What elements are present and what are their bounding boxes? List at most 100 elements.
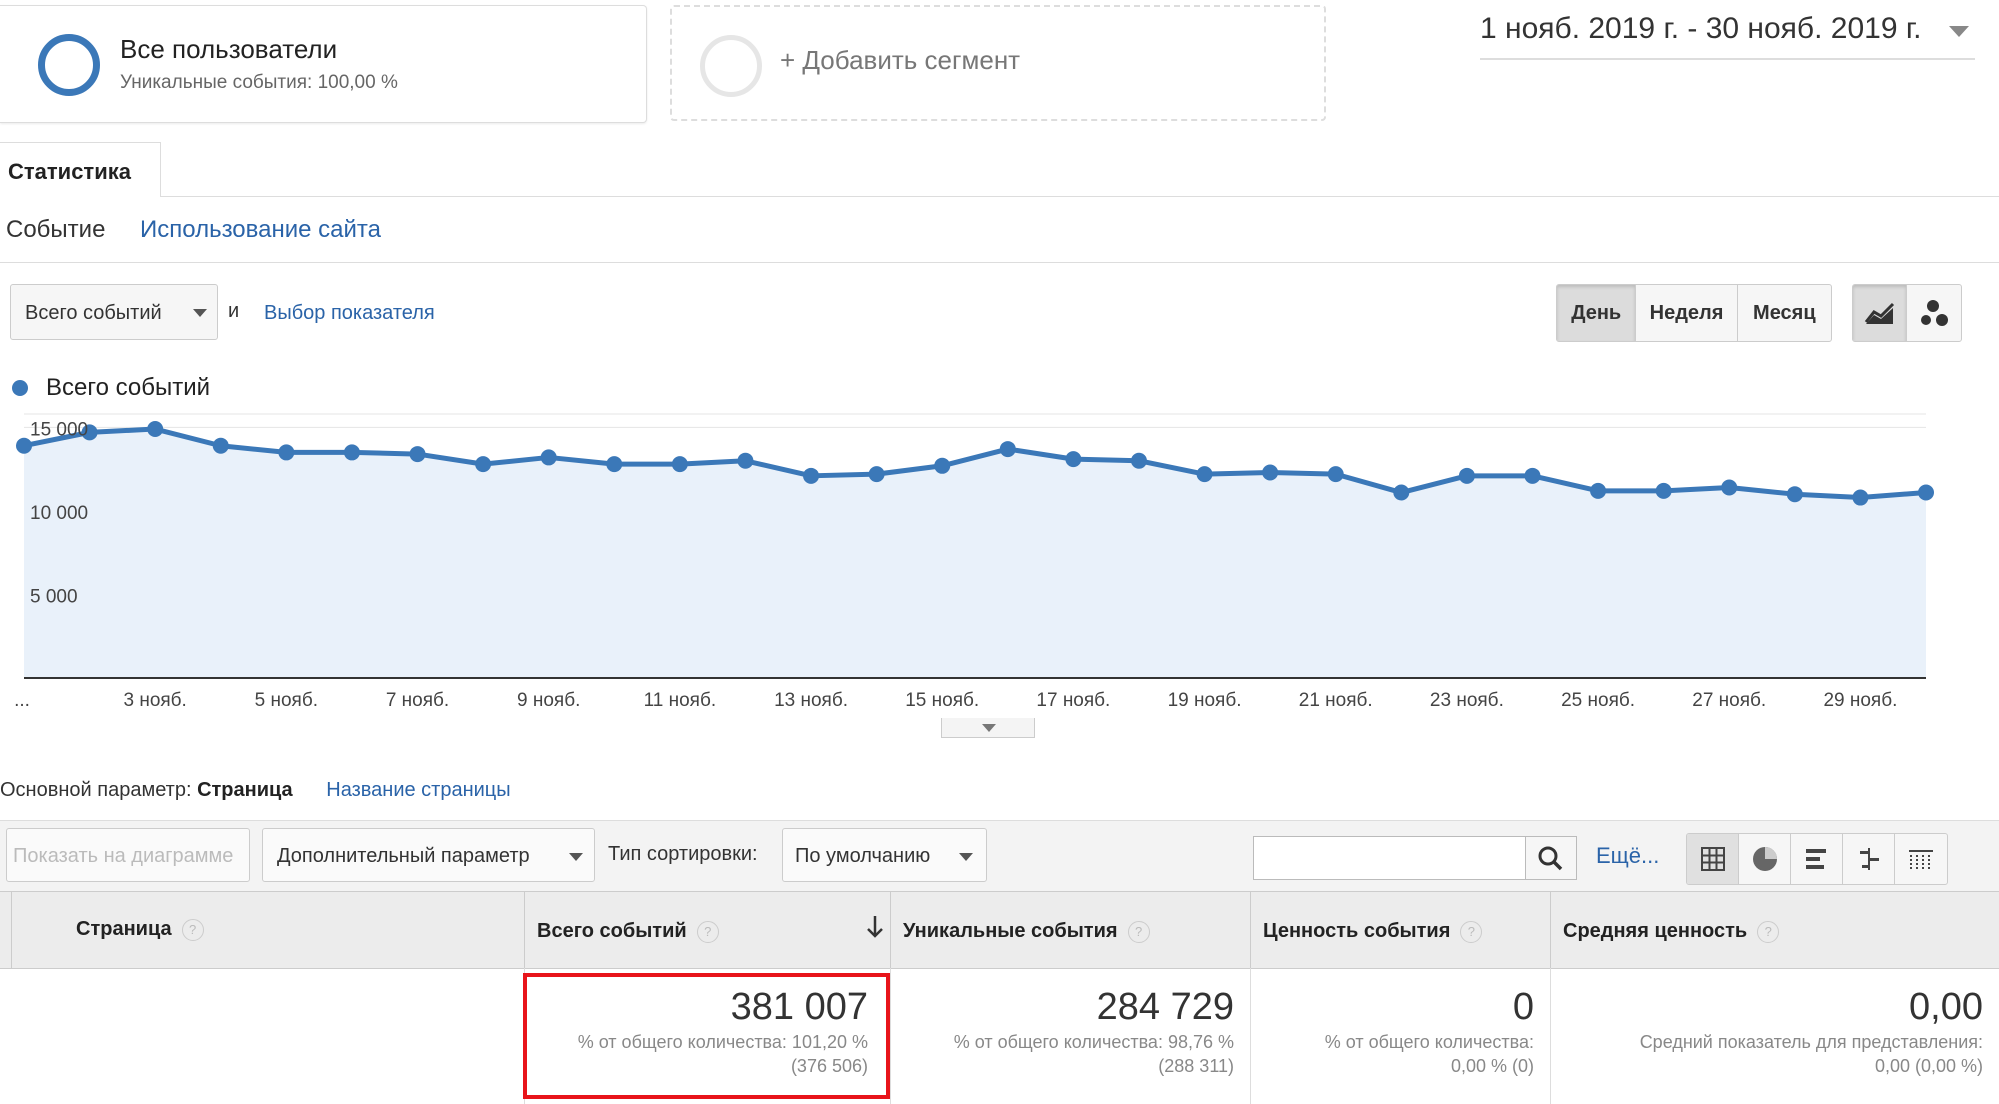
data-point <box>81 424 98 441</box>
tab-divider <box>160 196 1999 197</box>
data-point <box>1721 479 1738 496</box>
dimension-page[interactable]: Страница <box>197 779 293 801</box>
column-header-total-events[interactable]: Всего событий? <box>524 892 890 968</box>
legend-marker <box>12 380 28 396</box>
help-icon[interactable]: ? <box>1127 920 1150 943</box>
data-point <box>278 444 295 461</box>
help-icon[interactable]: ? <box>696 920 719 943</box>
header-label: Всего событий <box>537 920 687 942</box>
metric-select[interactable]: Всего событий <box>10 284 218 340</box>
x-tick-label: 17 нояб. <box>1036 690 1110 711</box>
pie-chart-icon <box>1752 847 1777 871</box>
date-range-picker[interactable]: 1 нояб. 2019 г. - 30 нояб. 2019 г. <box>1480 10 1975 60</box>
bar-view-button[interactable] <box>1791 834 1843 884</box>
totals-total-events: 381 007 % от общего количества: 101,20 %… <box>524 968 890 1104</box>
data-point <box>1130 452 1147 469</box>
data-point <box>475 456 492 473</box>
motion-chart-button[interactable] <box>1907 285 1961 341</box>
help-icon[interactable]: ? <box>181 918 204 941</box>
grid-icon <box>1700 847 1725 871</box>
total-absolute-line: (376 506) <box>790 1056 868 1076</box>
data-point <box>1196 466 1213 483</box>
pivot-icon <box>1909 850 1933 869</box>
period-day-button[interactable]: День <box>1557 285 1637 341</box>
chevron-down-icon <box>569 853 583 861</box>
column-header-event-value[interactable]: Ценность события? <box>1250 892 1550 968</box>
y-tick-label: 10 000 <box>30 503 88 524</box>
totals-event-value: 0 % от общего количества: 0,00 % (0) <box>1250 968 1550 1104</box>
comparison-icon <box>1859 848 1879 870</box>
series-area <box>24 429 1926 678</box>
data-point <box>147 421 164 438</box>
segment-title: Все пользователи <box>120 34 338 64</box>
total-percent-line: % от общего количества: 98,76 % <box>953 1032 1234 1052</box>
subtab-site-usage[interactable]: Использование сайта <box>140 216 381 243</box>
x-tick-label: 23 нояб. <box>1430 690 1504 711</box>
dimension-page-title-link[interactable]: Название страницы <box>326 779 511 801</box>
add-segment-label: + Добавить сегмент <box>780 45 1021 75</box>
total-percent: Средний показатель для представления: 0,0… <box>1640 1030 1983 1078</box>
line-chart-button[interactable] <box>1853 285 1908 341</box>
totals-avg-value: 0,00 Средний показатель для представлени… <box>1550 968 1999 1104</box>
add-segment-button[interactable]: + Добавить сегмент <box>670 5 1326 121</box>
plot-rows-button[interactable]: Показать на диаграмме <box>6 828 250 882</box>
total-absolute-line: (288 311) <box>1158 1056 1234 1076</box>
sort-type-label: Тип сортировки: <box>608 843 758 865</box>
total-percent: % от общего количества: 101,20 % (376 506… <box>578 1030 868 1078</box>
data-point <box>868 466 885 483</box>
search-icon <box>1538 846 1563 871</box>
table-search-input[interactable] <box>1253 836 1529 880</box>
select-all-checkbox[interactable] <box>0 892 12 968</box>
data-point <box>737 452 754 469</box>
period-month-button[interactable]: Месяц <box>1753 301 1816 324</box>
x-tick-label: 21 нояб. <box>1299 690 1373 711</box>
bar-chart-icon <box>1805 849 1826 869</box>
chevron-down-icon <box>193 309 207 317</box>
column-header-avg-value[interactable]: Средняя ценность? <box>1550 892 1999 968</box>
secondary-dimension-select[interactable]: Дополнительный параметр <box>262 828 595 882</box>
pivot-view-button[interactable] <box>1895 834 1947 884</box>
comparison-view-button[interactable] <box>1843 834 1895 884</box>
table-view-button[interactable] <box>1687 834 1739 884</box>
table-totals-row: 381 007 % от общего количества: 101,20 %… <box>0 968 1999 1104</box>
search-button[interactable] <box>1525 836 1577 880</box>
tab-label: Статистика <box>8 159 131 184</box>
header-label: Уникальные события <box>903 920 1118 942</box>
total-absolute-line: 0,00 % (0) <box>1450 1056 1534 1076</box>
plot-rows-label: Показать на диаграмме <box>13 845 234 867</box>
column-header-unique-events[interactable]: Уникальные события? <box>890 892 1250 968</box>
x-tick-label: 19 нояб. <box>1168 690 1242 711</box>
segment-all-users[interactable]: Все пользователи Уникальные события: 100… <box>0 5 647 123</box>
pick-metric-link[interactable]: Выбор показателя <box>264 302 435 324</box>
data-point <box>1458 467 1475 484</box>
tab-statistics[interactable]: Статистика <box>0 142 161 197</box>
help-icon[interactable]: ? <box>1460 920 1483 943</box>
total-value: 381 007 <box>730 986 868 1028</box>
table-view-toggle <box>1686 833 1948 885</box>
help-icon[interactable]: ? <box>1757 920 1780 943</box>
date-range-text: 1 нояб. 2019 г. - 30 нояб. 2019 г. <box>1480 12 1922 45</box>
pie-view-button[interactable] <box>1739 834 1791 884</box>
x-tick-label: ... <box>14 690 30 711</box>
x-tick-label: 5 нояб. <box>255 690 318 711</box>
total-absolute-line: 0,00 (0,00 %) <box>1874 1056 1983 1076</box>
subtab-event: Событие <box>6 216 106 243</box>
sort-type-value: По умолчанию <box>795 845 931 867</box>
column-header-page[interactable]: Страница? <box>12 892 524 968</box>
data-point <box>934 457 951 474</box>
data-point <box>606 456 623 473</box>
total-value: 284 729 <box>1096 986 1234 1028</box>
total-percent-line: % от общего количества: 101,20 % <box>577 1032 868 1052</box>
data-point <box>1852 489 1869 506</box>
data-point <box>999 441 1016 458</box>
data-point <box>1655 482 1672 499</box>
more-options-link[interactable]: Ещё... <box>1596 843 1660 868</box>
segment-placeholder-ring-icon <box>700 35 762 97</box>
data-point <box>409 446 426 463</box>
data-point <box>343 444 360 461</box>
period-week-button[interactable]: Неделя <box>1636 285 1738 341</box>
x-tick-label: 27 нояб. <box>1692 690 1766 711</box>
segment-ring-icon <box>38 34 100 96</box>
sort-type-select[interactable]: По умолчанию <box>782 828 987 882</box>
collapse-chart-toggle[interactable] <box>941 718 1035 738</box>
